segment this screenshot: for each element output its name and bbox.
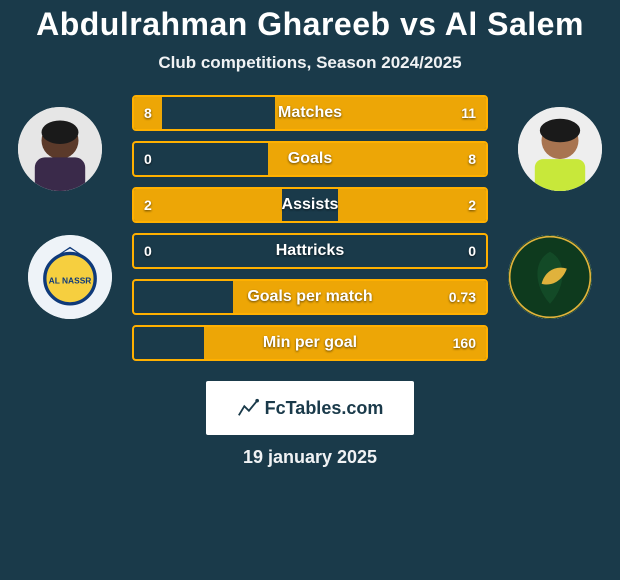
stat-row: 0Hattricks0 bbox=[132, 233, 488, 269]
stat-label: Min per goal bbox=[134, 334, 486, 352]
player1-name: Abdulrahman Ghareeb bbox=[36, 6, 390, 42]
stat-value-left: 0 bbox=[144, 151, 172, 167]
player2-name: Al Salem bbox=[445, 6, 584, 42]
stat-row: 2Assists2 bbox=[132, 187, 488, 223]
row-overlay: 8Matches11 bbox=[134, 97, 486, 129]
stat-row: Min per goal160 bbox=[132, 325, 488, 361]
page-title: Abdulrahman Ghareeb vs Al Salem bbox=[36, 6, 584, 43]
vs-separator: vs bbox=[400, 6, 437, 42]
stat-value-right: 0 bbox=[448, 243, 476, 259]
stat-label: Hattricks bbox=[134, 242, 486, 260]
board: AL NASSR 8Matches110Goals82Assists20Hatt… bbox=[0, 95, 620, 361]
player2-avatar bbox=[518, 107, 602, 191]
date-text: 19 january 2025 bbox=[243, 447, 377, 468]
stat-value-right: 0.73 bbox=[448, 289, 476, 305]
row-overlay: 2Assists2 bbox=[134, 189, 486, 221]
player1-club-crest: AL NASSR bbox=[28, 235, 112, 319]
stat-row: Goals per match0.73 bbox=[132, 279, 488, 315]
stat-value-left: 8 bbox=[144, 105, 172, 121]
brand-badge: FcTables.com bbox=[206, 381, 414, 435]
subtitle: Club competitions, Season 2024/2025 bbox=[158, 53, 461, 73]
stat-value-left: 0 bbox=[144, 243, 172, 259]
stat-label: Assists bbox=[134, 196, 486, 214]
stat-row: 8Matches11 bbox=[132, 95, 488, 131]
player2-club-crest bbox=[508, 235, 592, 319]
svg-text:AL NASSR: AL NASSR bbox=[49, 276, 92, 286]
player1-avatar bbox=[18, 107, 102, 191]
row-overlay: Goals per match0.73 bbox=[134, 281, 486, 313]
stat-value-left: 2 bbox=[144, 197, 172, 213]
stat-value-right: 11 bbox=[448, 105, 476, 121]
brand-logo-icon bbox=[237, 397, 259, 419]
stat-row: 0Goals8 bbox=[132, 141, 488, 177]
stat-label: Matches bbox=[134, 104, 486, 122]
stat-label: Goals bbox=[134, 150, 486, 168]
row-overlay: Min per goal160 bbox=[134, 327, 486, 359]
stat-value-right: 160 bbox=[448, 335, 476, 351]
stat-rows: 8Matches110Goals82Assists20Hattricks0Goa… bbox=[132, 95, 488, 361]
stat-value-right: 2 bbox=[448, 197, 476, 213]
brand-text: FcTables.com bbox=[265, 398, 384, 419]
stat-value-right: 8 bbox=[448, 151, 476, 167]
row-overlay: 0Goals8 bbox=[134, 143, 486, 175]
comparison-card: Abdulrahman Ghareeb vs Al Salem Club com… bbox=[0, 0, 620, 580]
row-overlay: 0Hattricks0 bbox=[134, 235, 486, 267]
stat-label: Goals per match bbox=[134, 288, 486, 306]
